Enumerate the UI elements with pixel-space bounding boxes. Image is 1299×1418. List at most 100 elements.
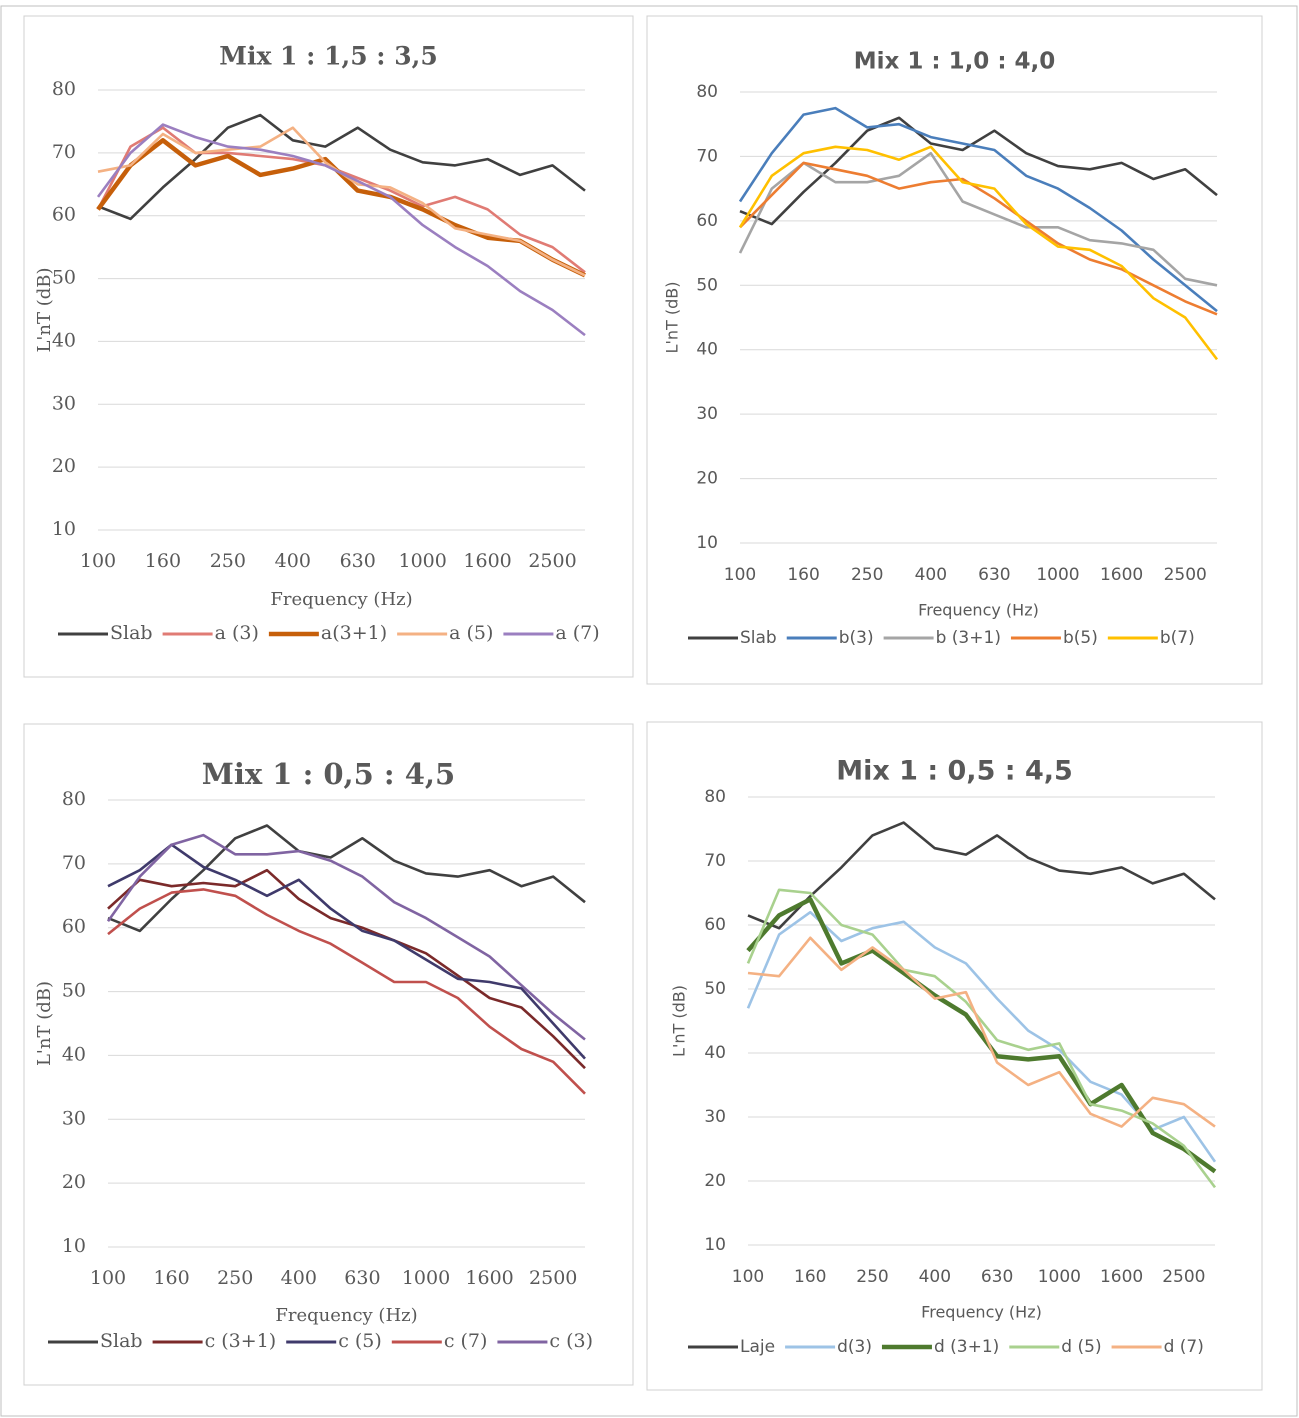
y-tick-label: 10: [62, 1235, 86, 1257]
x-tick-label: 630: [978, 565, 1010, 585]
chart-title: Mix 1 : 0,5 : 4,5: [202, 757, 455, 791]
series-line: [739, 116, 1218, 226]
y-tick-label: 60: [62, 916, 86, 938]
x-tick-label: 400: [919, 1267, 951, 1287]
chart-title: Mix 1 : 0,5 : 4,5: [836, 756, 1073, 787]
y-tick-label: 30: [696, 404, 718, 424]
x-tick-label: 250: [856, 1267, 888, 1287]
legend-label: a (7): [555, 622, 599, 644]
chart-panel: Mix 1 : 1,0 : 4,0 10 20 30 40 50 60 70 80 100 160 2…: [646, 15, 1263, 685]
y-tick-label: 50: [62, 980, 86, 1002]
legend-label: d(3): [837, 1337, 872, 1357]
y-tick-label: 40: [62, 1043, 86, 1065]
y-tick-label: 50: [696, 275, 718, 295]
y-tick-label: 80: [52, 78, 76, 100]
y-tick-label: 80: [704, 787, 726, 807]
legend-label: c (7): [444, 1330, 488, 1352]
x-tick-label: 2500: [528, 550, 576, 572]
x-tick-label: 400: [915, 565, 947, 585]
y-tick-label: 30: [62, 1107, 86, 1129]
x-tick-label: 1000: [1038, 1267, 1081, 1287]
legend-label: d (3+1): [934, 1337, 999, 1357]
x-tick-label: 1600: [1100, 1267, 1143, 1287]
x-tick-label: 2500: [1164, 565, 1207, 585]
x-tick-label: 250: [210, 550, 246, 572]
panel-frame: [646, 721, 1263, 1391]
legend-label: Slab: [100, 1330, 143, 1352]
y-tick-label: 30: [52, 392, 76, 414]
series-line: [739, 161, 1218, 316]
figure-frame: [0, 5, 1298, 1417]
x-tick-label: 250: [851, 565, 883, 585]
legend-label: b (3+1): [936, 628, 1001, 648]
y-tick-label: 20: [704, 1171, 726, 1191]
legend-label: d (7): [1164, 1337, 1204, 1357]
legend-label: b(3): [839, 628, 874, 648]
x-tick-label: 1000: [1036, 565, 1079, 585]
y-tick-label: 20: [696, 469, 718, 489]
x-tick-label: 400: [281, 1267, 317, 1289]
legend-label: c (3+1): [205, 1330, 277, 1352]
y-axis-label: L'nT (dB): [663, 282, 682, 354]
y-tick-label: 80: [696, 82, 718, 102]
series-line: [747, 936, 1216, 1128]
legend-label: b(5): [1063, 628, 1098, 648]
y-tick-label: 80: [62, 788, 86, 810]
x-tick-label: 1600: [463, 550, 511, 572]
y-axis-label: L'nT (dB): [670, 985, 689, 1057]
x-tick-label: 1000: [398, 550, 446, 572]
series-line: [96, 126, 586, 274]
x-axis-label: Frequency (Hz): [921, 1303, 1042, 1322]
series-line: [106, 833, 586, 1041]
chart-panel: Mix 1 : 0,5 : 4,5 10 20 30 40 50 60 70 80 100 160 2…: [23, 723, 634, 1386]
chart-title: Mix 1 : 1,0 : 4,0: [854, 49, 1056, 75]
series-line: [747, 821, 1216, 930]
x-tick-label: 100: [90, 1267, 126, 1289]
y-axis-label: L'nT (dB): [34, 981, 55, 1066]
series-line: [107, 868, 586, 1070]
y-tick-label: 20: [62, 1171, 86, 1193]
legend-label: Slab: [740, 628, 777, 648]
chart-panel: Mix 1 : 1,5 : 3,5 10 20 30 40 50 60 70 80 100 160 2…: [23, 15, 634, 678]
y-tick-label: 20: [52, 455, 76, 477]
y-tick-label: 40: [704, 1043, 726, 1063]
legend-label: c (5): [338, 1330, 382, 1352]
series-line: [96, 123, 586, 337]
legend-label: a (3): [215, 622, 259, 644]
chart-title: Mix 1 : 1,5 : 3,5: [219, 42, 437, 71]
x-tick-label: 2500: [1162, 1267, 1205, 1287]
x-tick-label: 160: [153, 1267, 189, 1289]
x-tick-label: 1600: [465, 1267, 513, 1289]
y-tick-label: 70: [696, 146, 718, 166]
x-axis-label: Frequency (Hz): [275, 1305, 417, 1326]
panel-frame: [23, 723, 634, 1386]
y-tick-label: 70: [62, 852, 86, 874]
legend-label: d (5): [1061, 1337, 1101, 1357]
x-tick-label: 160: [787, 565, 819, 585]
y-tick-label: 40: [696, 340, 718, 360]
y-tick-label: 10: [704, 1235, 726, 1255]
series-line: [107, 888, 586, 1095]
series-line: [746, 897, 1217, 1174]
legend-label: b(7): [1160, 628, 1195, 648]
chart-panel: Mix 1 : 0,5 : 4,5 10 20 30 40 50 60 70 80 100 160 2…: [646, 721, 1263, 1391]
x-tick-label: 2500: [529, 1267, 577, 1289]
y-tick-label: 40: [52, 329, 76, 351]
legend-label: a (5): [449, 622, 493, 644]
x-tick-label: 160: [794, 1267, 826, 1287]
panel-frame: [23, 15, 634, 678]
y-tick-label: 70: [704, 851, 726, 871]
series-line: [738, 151, 1218, 287]
x-axis-label: Frequency (Hz): [918, 601, 1039, 620]
legend-label: Laje: [740, 1337, 775, 1357]
x-tick-label: 630: [981, 1267, 1013, 1287]
x-tick-label: 100: [80, 550, 116, 572]
y-tick-label: 60: [52, 204, 76, 226]
series-line: [738, 145, 1219, 361]
legend-label: a(3+1): [321, 622, 387, 644]
series-line: [738, 106, 1218, 313]
x-tick-label: 100: [732, 1267, 764, 1287]
y-tick-label: 10: [52, 518, 76, 540]
y-tick-label: 60: [704, 915, 726, 935]
